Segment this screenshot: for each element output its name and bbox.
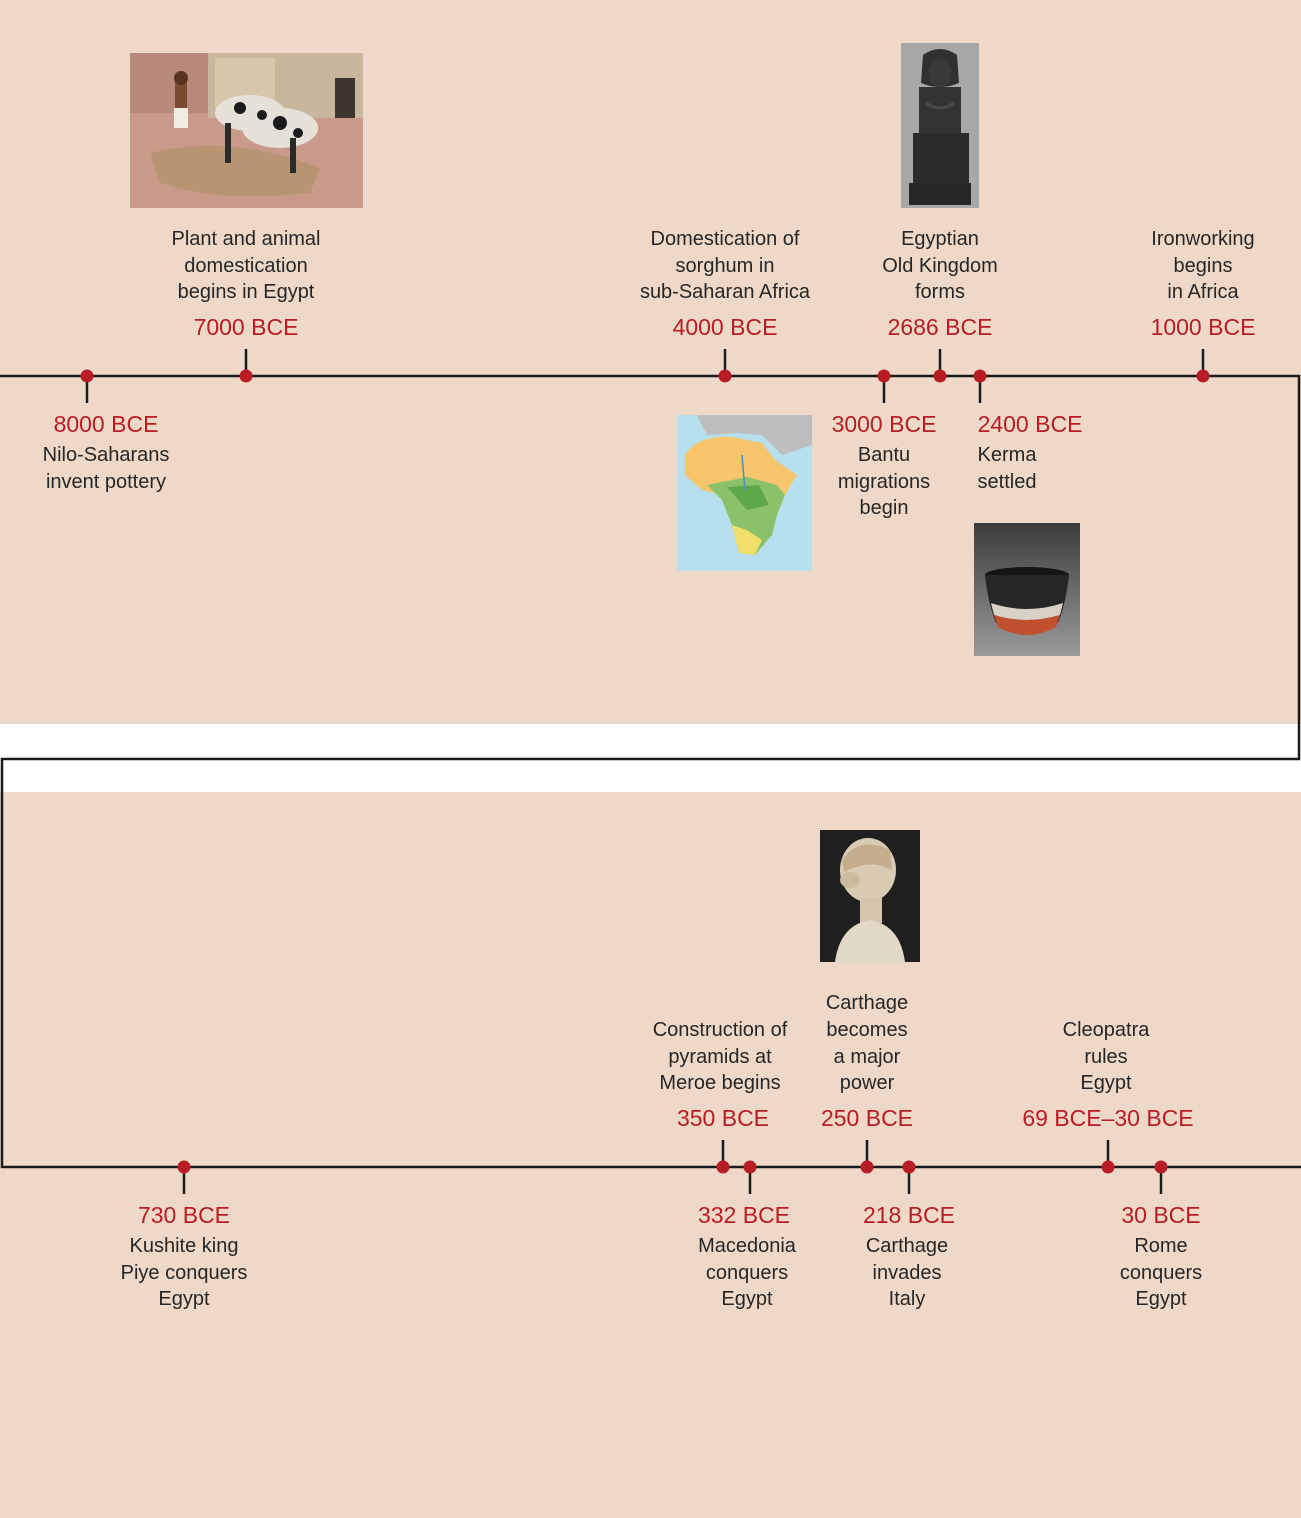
africa-map-image (677, 415, 812, 571)
label-1000-bce: Ironworking begins in Africa (1151, 227, 1255, 304)
date-30-bce: 30 BCE (1121, 1202, 1201, 1228)
date-332-bce: 332 BCE (697, 1202, 791, 1228)
marker-218-bce (902, 1160, 916, 1174)
kerma-beaker-image (974, 523, 1080, 656)
marker-8000-bce (80, 369, 94, 383)
label-730-bce: Kushite king Piye conquers Egypt (120, 1235, 248, 1311)
marker-3000-bce (877, 369, 891, 383)
label-7000-bce: Plant and animal domestication begins in… (171, 227, 321, 304)
label-218-bce: Carthage invades Italy (865, 1235, 949, 1311)
ox-plough-model-image (130, 53, 363, 208)
marker-1000-bce (1196, 369, 1210, 383)
date-250-bce: 250 BCE (820, 1105, 914, 1131)
label-250-bce: Carthage becomes a major power (825, 992, 909, 1095)
date-1000-bce: 1000 BCE (1150, 314, 1256, 340)
date-4000-bce: 4000 BCE (672, 314, 778, 340)
label-2686-bce: Egyptian Old Kingdom forms (882, 227, 998, 304)
date-218-bce: 218 BCE (862, 1202, 956, 1228)
label-2400-bce: Kerma settled (977, 444, 1037, 493)
label-4000-bce: Domestication of sorghum in sub-Saharan … (639, 227, 811, 304)
seated-statue-image (901, 43, 979, 208)
marker-332-bce (743, 1160, 757, 1174)
marker-4000-bce (718, 369, 732, 383)
date-730-bce: 730 BCE (137, 1202, 231, 1228)
marker-2686-bce (933, 369, 947, 383)
label-332-bce: Macedonia conquers Egypt (698, 1235, 796, 1311)
label-8000-bce: Nilo-Saharans invent pottery (42, 444, 170, 493)
marker-2400-bce (973, 369, 987, 383)
label-350-bce: Construction of pyramids at Meroe begins (652, 1018, 788, 1095)
date-350-bce: 350 BCE (676, 1105, 770, 1131)
date-2400-bce: 2400 BCE (977, 411, 1083, 437)
bottom-timeline-panel (0, 792, 1301, 1518)
label-69-bce-30-bce: Cleopatra rules Egypt (1062, 1018, 1150, 1095)
label-30-bce: Rome conquers Egypt (1119, 1235, 1203, 1311)
date-7000-bce: 7000 BCE (193, 314, 299, 340)
date-69-bce-30-bce: 69 BCE–30 BCE (1022, 1105, 1194, 1131)
date-8000-bce: 8000 BCE (53, 411, 159, 437)
marker-30-bce (1154, 1160, 1168, 1174)
date-2686-bce: 2686 BCE (887, 314, 993, 340)
label-3000-bce: Bantu migrations begin (837, 444, 931, 520)
marker-250-bce (860, 1160, 874, 1174)
marker-69-bce-30-bce (1101, 1160, 1115, 1174)
marker-730-bce (177, 1160, 191, 1174)
marker-350-bce (716, 1160, 730, 1174)
date-3000-bce: 3000 BCE (831, 411, 937, 437)
cleopatra-bust-image (820, 830, 920, 962)
marker-7000-bce (239, 369, 253, 383)
